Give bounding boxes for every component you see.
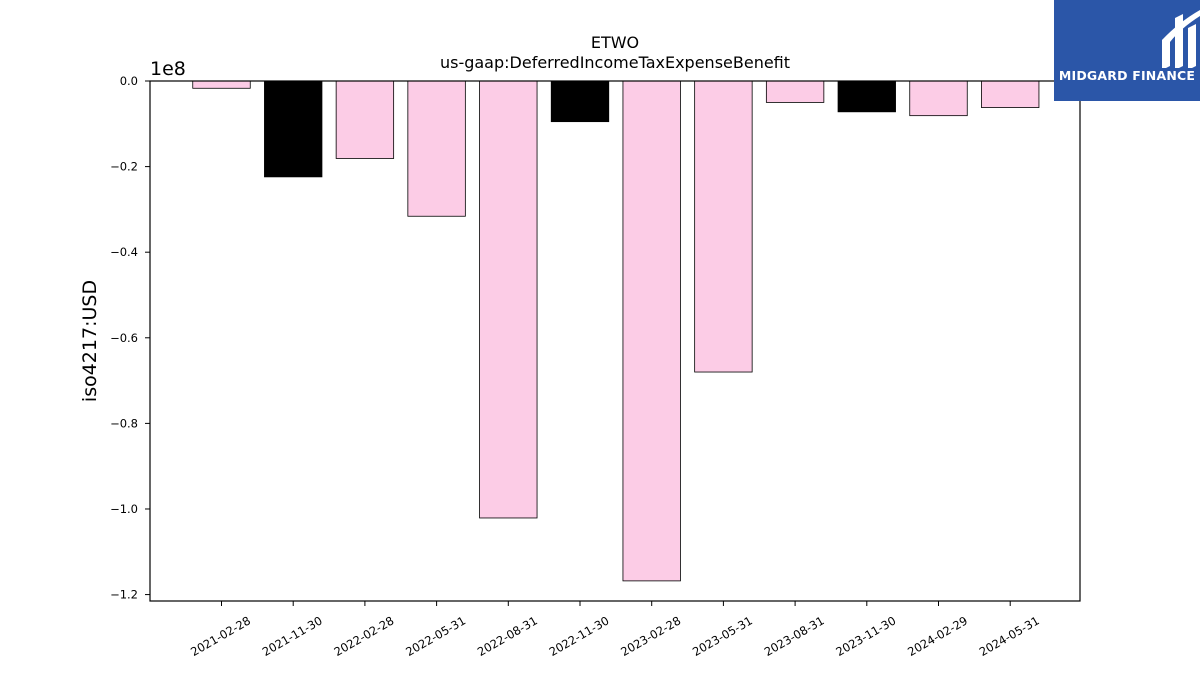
y-tick-label: −0.8 [110, 416, 138, 430]
bars-group [192, 80, 1040, 582]
bar-2022-11-30 [550, 80, 610, 123]
x-tick-label: 2023-02-28 [618, 613, 683, 659]
bar-2022-08-31 [479, 80, 538, 519]
x-tick-label: 2022-11-30 [547, 613, 612, 659]
y-tick-label: −1.2 [110, 588, 138, 602]
bar-2021-11-30 [264, 80, 323, 178]
bar-2024-05-31 [981, 80, 1040, 108]
chart-subtitle: us-gaap:DeferredIncomeTaxExpenseBenefit [440, 53, 790, 72]
x-tick-label: 2024-02-29 [905, 613, 970, 659]
x-tick-label: 2022-02-28 [332, 613, 397, 659]
x-tick-label: 2023-05-31 [690, 613, 755, 659]
bar-2023-05-31 [694, 80, 753, 373]
x-tick-label: 2023-08-31 [762, 613, 827, 659]
x-tick-label: 2021-02-28 [188, 613, 253, 659]
bar-2023-08-31 [765, 80, 825, 103]
y-ticks-group: 0.0 −0.2 −0.4 −0.6 −0.8 −1.0 −1.2 [110, 74, 150, 602]
x-ticks-group: 2021-02-28 2021-11-30 2022-02-28 2022-05-31… [188, 601, 1042, 659]
bar-2024-02-29 [909, 80, 968, 117]
logo-mark-icon [1162, 10, 1200, 68]
y-tick-label: 0.0 [120, 74, 138, 88]
bar-2021-02-28 [192, 80, 251, 89]
y-multiplier-label: 1e8 [150, 58, 186, 80]
midgard-finance-logo: MIDGARD FINANCE [1054, 0, 1200, 101]
x-tick-label: 2022-05-31 [403, 613, 468, 659]
x-tick-label: 2021-11-30 [260, 613, 325, 659]
logo-text: MIDGARD FINANCE [1058, 68, 1196, 83]
bar-2023-11-30 [837, 80, 896, 113]
bar-2023-02-28 [622, 80, 681, 582]
bar-2022-02-28 [335, 80, 395, 159]
x-tick-label: 2022-08-31 [475, 613, 540, 659]
x-tick-label: 2024-05-31 [977, 613, 1042, 659]
y-tick-label: −1.0 [110, 502, 138, 516]
y-tick-label: −0.6 [110, 331, 138, 345]
bar-2022-05-31 [407, 80, 466, 217]
chart-title: ETWO [591, 33, 639, 52]
plot-frame [149, 80, 1081, 602]
y-axis-label: iso4217:USD [79, 280, 101, 402]
y-tick-label: −0.4 [110, 245, 138, 259]
y-tick-label: −0.2 [110, 160, 138, 174]
x-tick-label: 2023-11-30 [833, 613, 898, 659]
